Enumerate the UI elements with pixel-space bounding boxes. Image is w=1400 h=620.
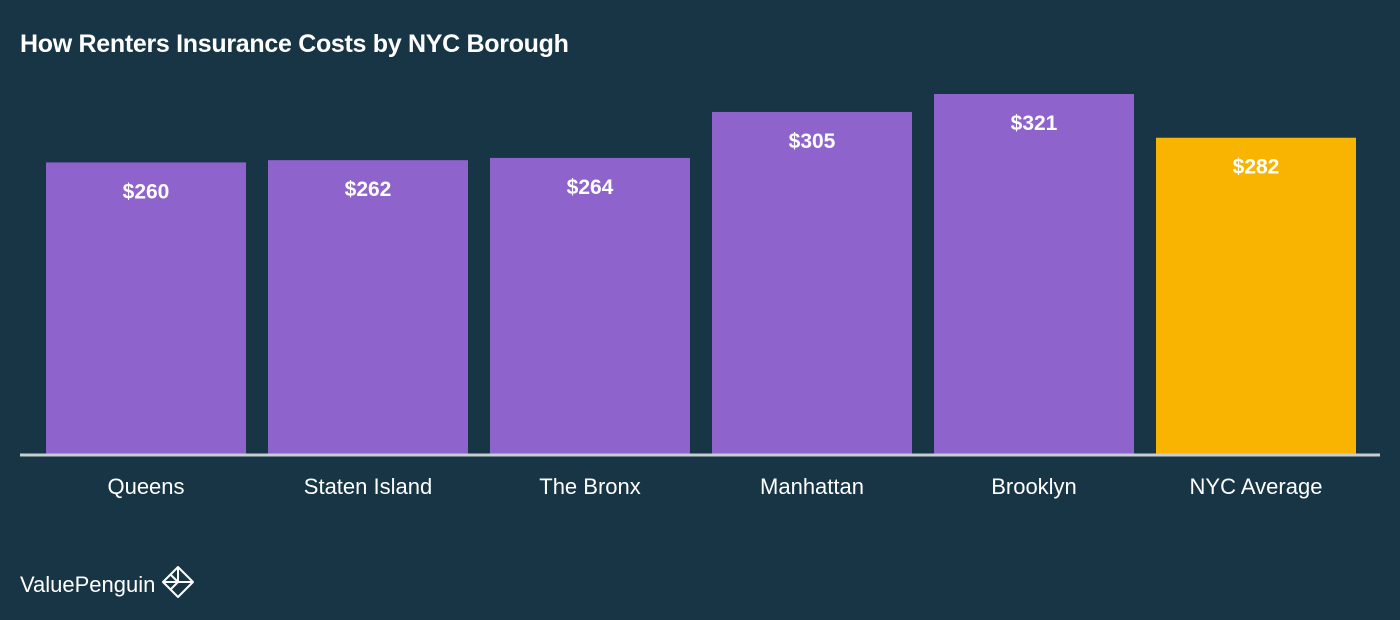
category-tick-label: Manhattan (760, 474, 864, 499)
bar-value-label: $262 (345, 178, 392, 201)
brand-logo: ValuePenguin (20, 565, 195, 605)
bar-value-label: $282 (1233, 156, 1280, 179)
category-tick-label: Brooklyn (991, 474, 1077, 499)
bar-value-label: $305 (789, 130, 836, 153)
category-tick-label: Queens (107, 474, 184, 499)
chart-title: How Renters Insurance Costs by NYC Borou… (20, 30, 569, 58)
bar-brooklyn (934, 94, 1134, 454)
penguin-logo-icon (161, 565, 195, 605)
bar-manhattan (712, 111, 912, 455)
category-tick-label: Staten Island (304, 474, 432, 499)
bar-value-label: $321 (1011, 112, 1058, 135)
bar-queens (46, 162, 246, 455)
category-tick-label: The Bronx (539, 474, 641, 499)
bar-value-label: $264 (567, 176, 614, 199)
category-tick-label: NYC Average (1190, 474, 1323, 499)
brand-name: ValuePenguin (20, 572, 156, 597)
bar-value-label: $260 (123, 180, 170, 203)
bar-nyc-average (1156, 137, 1356, 454)
bar-staten-island (268, 160, 468, 455)
bar-the-bronx (490, 157, 690, 454)
